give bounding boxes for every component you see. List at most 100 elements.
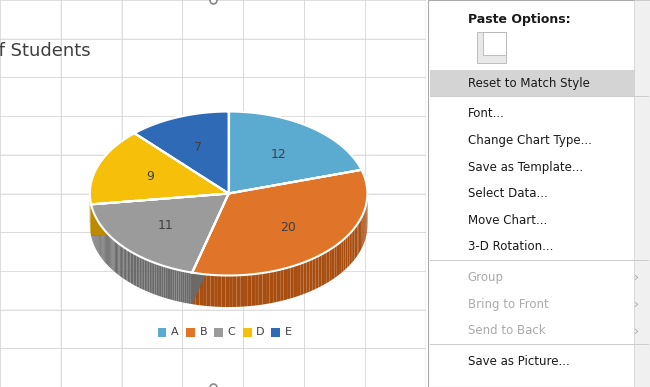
Text: Save as Picture...: Save as Picture...	[468, 355, 569, 368]
Polygon shape	[132, 252, 133, 285]
Polygon shape	[167, 267, 169, 299]
Polygon shape	[233, 276, 237, 307]
Polygon shape	[121, 245, 122, 277]
Bar	[61, 39, 121, 77]
Polygon shape	[117, 242, 118, 275]
Polygon shape	[353, 228, 354, 262]
Polygon shape	[136, 255, 138, 287]
Polygon shape	[211, 275, 214, 307]
Bar	[183, 155, 243, 193]
Bar	[244, 0, 304, 38]
Polygon shape	[349, 232, 351, 265]
Polygon shape	[266, 272, 270, 304]
Polygon shape	[155, 263, 157, 295]
Polygon shape	[259, 273, 263, 305]
Bar	[634, 0, 650, 387]
Text: ›: ›	[634, 298, 639, 311]
Polygon shape	[146, 259, 148, 292]
Polygon shape	[190, 272, 192, 304]
Text: Group: Group	[468, 271, 504, 284]
Polygon shape	[351, 230, 353, 264]
Polygon shape	[192, 170, 367, 276]
Polygon shape	[324, 252, 327, 284]
Polygon shape	[133, 253, 135, 286]
Polygon shape	[188, 272, 190, 304]
Bar	[122, 78, 182, 116]
Bar	[122, 155, 182, 193]
Polygon shape	[354, 226, 356, 260]
Polygon shape	[179, 270, 181, 302]
Polygon shape	[356, 224, 358, 258]
Polygon shape	[103, 229, 104, 261]
Bar	[1, 310, 60, 348]
Polygon shape	[313, 257, 316, 290]
Bar	[305, 39, 365, 77]
Polygon shape	[162, 265, 164, 298]
Bar	[244, 233, 304, 271]
Polygon shape	[173, 269, 175, 301]
Bar	[61, 310, 121, 348]
Text: Reset to Match Style: Reset to Match Style	[468, 77, 590, 90]
Polygon shape	[127, 250, 129, 282]
Polygon shape	[304, 261, 307, 294]
Bar	[1, 39, 60, 77]
Bar	[122, 349, 182, 387]
Polygon shape	[131, 252, 132, 284]
Polygon shape	[358, 222, 359, 255]
Polygon shape	[143, 258, 144, 290]
Bar	[243, 328, 252, 337]
Text: ›: ›	[634, 271, 639, 284]
Polygon shape	[214, 275, 218, 307]
Bar	[61, 271, 121, 309]
Polygon shape	[192, 272, 196, 305]
Polygon shape	[99, 223, 100, 256]
Text: 11: 11	[158, 219, 174, 233]
Bar	[1, 155, 60, 193]
Text: Select Data...: Select Data...	[468, 187, 547, 200]
Polygon shape	[252, 274, 255, 306]
Polygon shape	[135, 111, 229, 194]
Bar	[365, 194, 425, 232]
Bar	[244, 349, 304, 387]
Polygon shape	[111, 237, 112, 270]
Bar	[183, 0, 243, 38]
Polygon shape	[255, 274, 259, 305]
Text: Save as Template...: Save as Template...	[468, 161, 583, 174]
Polygon shape	[316, 256, 318, 289]
Polygon shape	[248, 274, 252, 306]
Polygon shape	[91, 194, 229, 236]
Text: Move Chart...: Move Chart...	[468, 214, 547, 227]
Polygon shape	[126, 249, 127, 281]
Polygon shape	[90, 133, 229, 204]
Polygon shape	[300, 262, 304, 295]
Polygon shape	[244, 275, 248, 307]
Text: E: E	[285, 327, 292, 337]
Bar	[183, 233, 243, 271]
Polygon shape	[222, 276, 226, 307]
Bar	[305, 233, 365, 271]
Polygon shape	[186, 272, 188, 303]
Polygon shape	[343, 238, 346, 271]
Text: D: D	[256, 327, 265, 337]
Text: 9: 9	[146, 170, 154, 183]
Polygon shape	[334, 245, 337, 278]
Polygon shape	[160, 265, 162, 297]
Polygon shape	[363, 211, 364, 245]
Bar	[244, 271, 304, 309]
Text: ›: ›	[634, 324, 639, 337]
Polygon shape	[337, 243, 339, 276]
Bar	[1, 0, 60, 38]
Text: Change Chart Type...: Change Chart Type...	[468, 134, 592, 147]
Polygon shape	[106, 232, 107, 265]
Bar	[122, 0, 182, 38]
Bar	[183, 271, 243, 309]
Polygon shape	[346, 236, 348, 269]
Bar	[484, 32, 506, 55]
Bar	[305, 155, 365, 193]
Text: Bring to Front: Bring to Front	[468, 298, 549, 311]
Polygon shape	[164, 266, 165, 298]
Bar	[244, 310, 304, 348]
Bar	[183, 39, 243, 77]
Polygon shape	[107, 233, 108, 266]
Polygon shape	[294, 265, 297, 298]
